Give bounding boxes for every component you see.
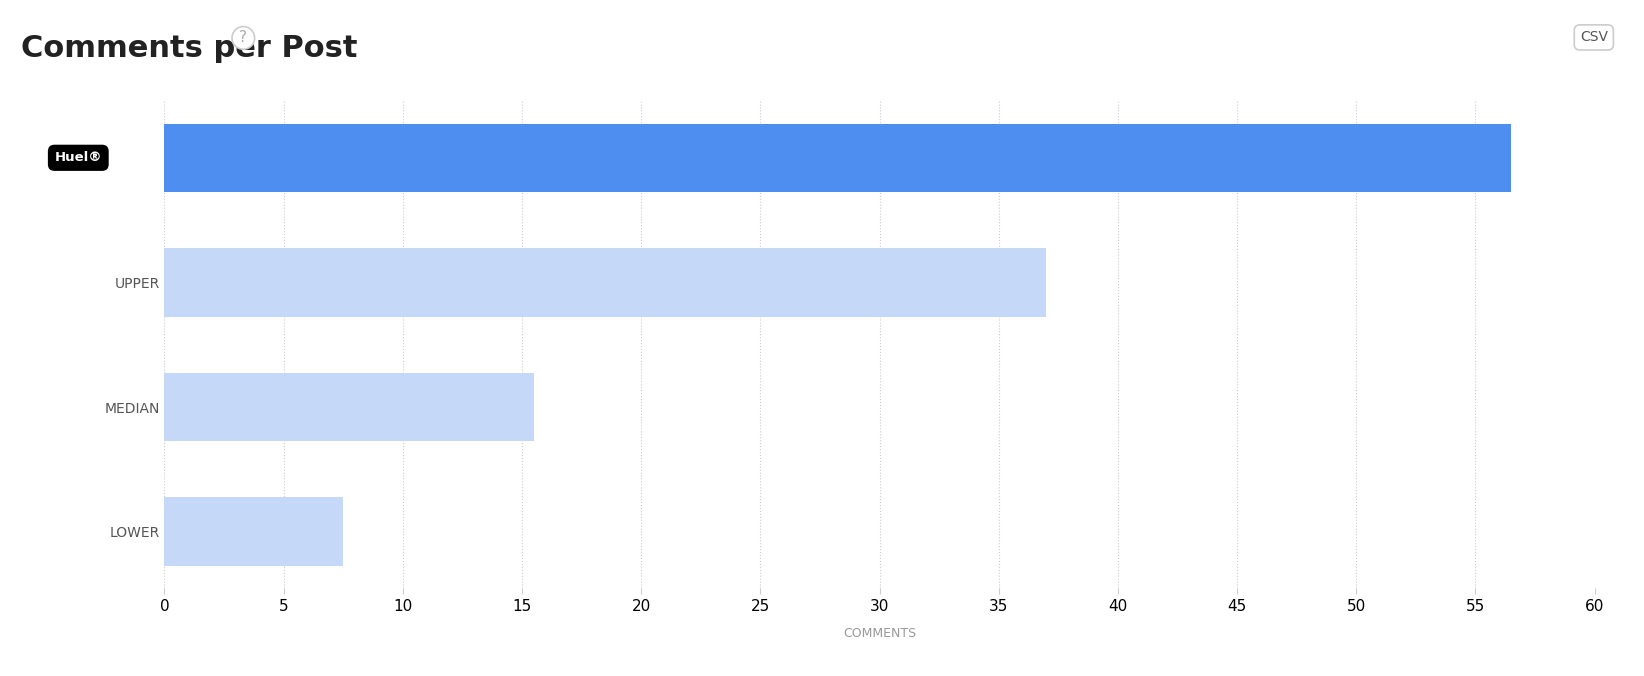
Text: CSV: CSV bbox=[1580, 30, 1608, 45]
Bar bbox=[164, 498, 344, 566]
Text: Comments per Post: Comments per Post bbox=[21, 34, 358, 63]
Text: Huel®: Huel® bbox=[54, 151, 102, 164]
Bar bbox=[164, 372, 534, 441]
Bar bbox=[164, 248, 1047, 317]
Bar bbox=[164, 124, 1511, 192]
X-axis label: COMMENTS: COMMENTS bbox=[843, 627, 916, 640]
Text: ?: ? bbox=[240, 30, 247, 45]
